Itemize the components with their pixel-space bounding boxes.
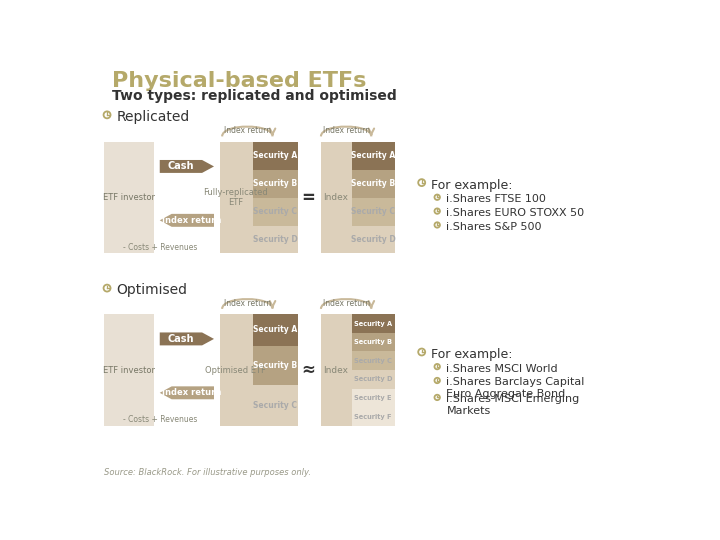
Bar (352, 314, 395, 333)
Bar (352, 370, 395, 389)
Text: Security C: Security C (253, 207, 297, 216)
Text: For example:: For example: (431, 348, 513, 361)
Text: Index return: Index return (323, 126, 369, 136)
Polygon shape (160, 214, 214, 227)
Text: Security A: Security A (253, 326, 297, 334)
Bar (352, 198, 395, 226)
Bar (321, 314, 352, 426)
Text: Two types: replicated and optimised: Two types: replicated and optimised (112, 90, 397, 104)
Text: Security A: Security A (351, 151, 395, 160)
Polygon shape (160, 333, 214, 346)
Text: Security B: Security B (253, 361, 297, 369)
Bar (352, 142, 395, 170)
Text: Fully-replicated
ETF: Fully-replicated ETF (203, 188, 268, 207)
Bar (104, 314, 154, 426)
Text: Security A: Security A (354, 321, 392, 327)
Text: Security D: Security D (351, 235, 395, 244)
Text: Index return: Index return (162, 216, 221, 225)
Bar (352, 407, 395, 426)
Bar (220, 142, 253, 253)
Text: Security C: Security C (354, 358, 392, 364)
Text: Security A: Security A (253, 151, 297, 160)
Text: Index: Index (323, 366, 348, 375)
Text: i.Shares FTSE 100: i.Shares FTSE 100 (446, 194, 546, 204)
Bar (253, 142, 297, 170)
Bar (253, 384, 297, 426)
Text: i.Shares Barclays Capital
Euro Aggregate Bond: i.Shares Barclays Capital Euro Aggregate… (446, 377, 585, 399)
Text: =: = (302, 188, 315, 207)
Text: ETF investor: ETF investor (103, 366, 155, 375)
Text: Security C: Security C (253, 401, 297, 410)
Bar (253, 226, 297, 253)
Bar (352, 352, 395, 370)
Text: - Costs + Revenues: - Costs + Revenues (123, 415, 197, 424)
Text: Optimised ETF: Optimised ETF (205, 366, 266, 375)
Bar (352, 333, 395, 352)
Text: Security D: Security D (253, 235, 297, 244)
Text: Physical-based ETFs: Physical-based ETFs (112, 71, 366, 91)
Text: - Costs + Revenues: - Costs + Revenues (123, 243, 197, 252)
Bar (253, 170, 297, 198)
Text: Index: Index (323, 193, 348, 202)
Text: For example:: For example: (431, 179, 513, 192)
Polygon shape (160, 160, 214, 173)
Bar (352, 170, 395, 198)
Bar (253, 346, 297, 384)
Text: Security E: Security E (354, 395, 392, 401)
Text: Security D: Security D (354, 376, 392, 382)
Bar (253, 314, 297, 346)
Text: Security B: Security B (351, 179, 395, 188)
Bar (104, 142, 154, 253)
Text: ≈: ≈ (302, 361, 315, 379)
Bar (352, 226, 395, 253)
Text: i.Shares MSCI World: i.Shares MSCI World (446, 363, 558, 374)
Text: Security B: Security B (354, 339, 392, 345)
Bar (220, 314, 253, 426)
Text: Cash: Cash (168, 334, 194, 344)
Text: Optimised: Optimised (117, 284, 187, 298)
Text: Index return: Index return (323, 299, 369, 308)
Text: i.Shares EURO STOXX 50: i.Shares EURO STOXX 50 (446, 208, 585, 218)
Polygon shape (160, 386, 214, 399)
Text: Index return: Index return (224, 126, 271, 136)
Text: Index return: Index return (224, 299, 271, 308)
Text: i.Shares S&P 500: i.Shares S&P 500 (446, 222, 542, 232)
Text: Replicated: Replicated (117, 110, 189, 124)
Text: Security C: Security C (351, 207, 395, 216)
Bar (352, 389, 395, 407)
Text: Source: BlackRock. For illustrative purposes only.: Source: BlackRock. For illustrative purp… (104, 468, 311, 477)
Bar (321, 142, 352, 253)
Text: Index return: Index return (162, 388, 221, 397)
Bar (253, 198, 297, 226)
Text: ETF investor: ETF investor (103, 193, 155, 202)
Text: Cash: Cash (168, 161, 194, 171)
Text: Security F: Security F (354, 414, 392, 420)
Text: Security B: Security B (253, 179, 297, 188)
Text: i.Shares MSCI Emerging
Markets: i.Shares MSCI Emerging Markets (446, 394, 580, 416)
